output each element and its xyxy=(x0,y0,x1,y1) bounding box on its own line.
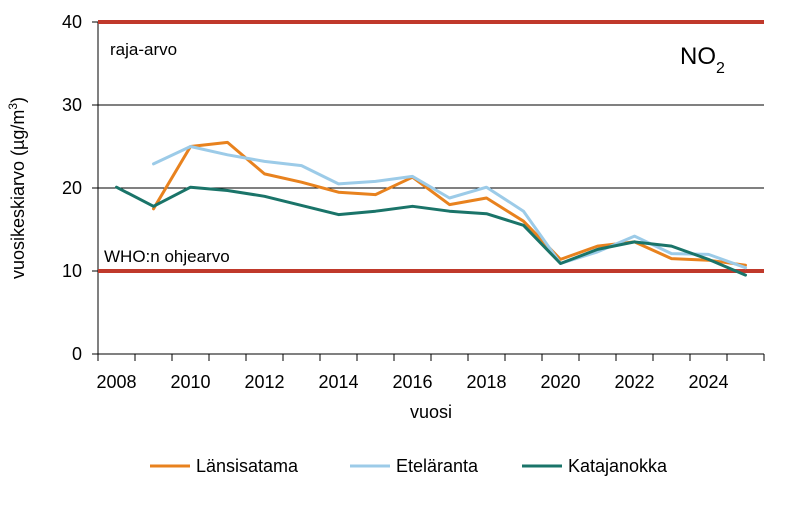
x-tick-label-2012: 2012 xyxy=(244,372,284,392)
series-lines xyxy=(115,140,747,277)
x-tick-label-2014: 2014 xyxy=(318,372,358,392)
x-tick-label-2024: 2024 xyxy=(688,372,728,392)
x-axis-title: vuosi xyxy=(410,402,452,422)
axes: 0 10 20 30 40 2008 2010 2012 2014 2016 2018 2020 202… xyxy=(62,12,765,392)
y-axis-title: vuosikeskiarvo (µg/m3) xyxy=(6,97,28,279)
legend: Länsisatama Eteläranta Katajanokka xyxy=(150,456,668,476)
chart-labels: vuosi vuosikeskiarvo (µg/m3) raja-arvo WHO:… xyxy=(6,40,725,422)
y-tick-label-0: 0 xyxy=(72,344,82,364)
x-tick-label-2018: 2018 xyxy=(466,372,506,392)
series-line-2 xyxy=(115,185,747,277)
x-tick-label-2020: 2020 xyxy=(540,372,580,392)
x-tick-label-2008: 2008 xyxy=(96,372,136,392)
x-tick-label-2010: 2010 xyxy=(170,372,210,392)
x-tick-label-2022: 2022 xyxy=(614,372,654,392)
legend-label-1: Eteläranta xyxy=(396,456,479,476)
y-tick-label-40: 40 xyxy=(62,12,82,32)
x-tick-label-2016: 2016 xyxy=(392,372,432,392)
y-tick-label-20: 20 xyxy=(62,178,82,198)
reference-label-raja-arvo: raja-arvo xyxy=(110,40,177,59)
y-tick-label-10: 10 xyxy=(62,261,82,281)
reference-lines xyxy=(98,20,764,273)
legend-label-2: Katajanokka xyxy=(568,456,668,476)
series-line-1 xyxy=(152,145,747,270)
y-tick-label-30: 30 xyxy=(62,95,82,115)
pollutant-label: NO2 xyxy=(680,43,725,77)
legend-label-0: Länsisatama xyxy=(196,456,299,476)
reference-label-who: WHO:n ohjearvo xyxy=(104,247,230,266)
